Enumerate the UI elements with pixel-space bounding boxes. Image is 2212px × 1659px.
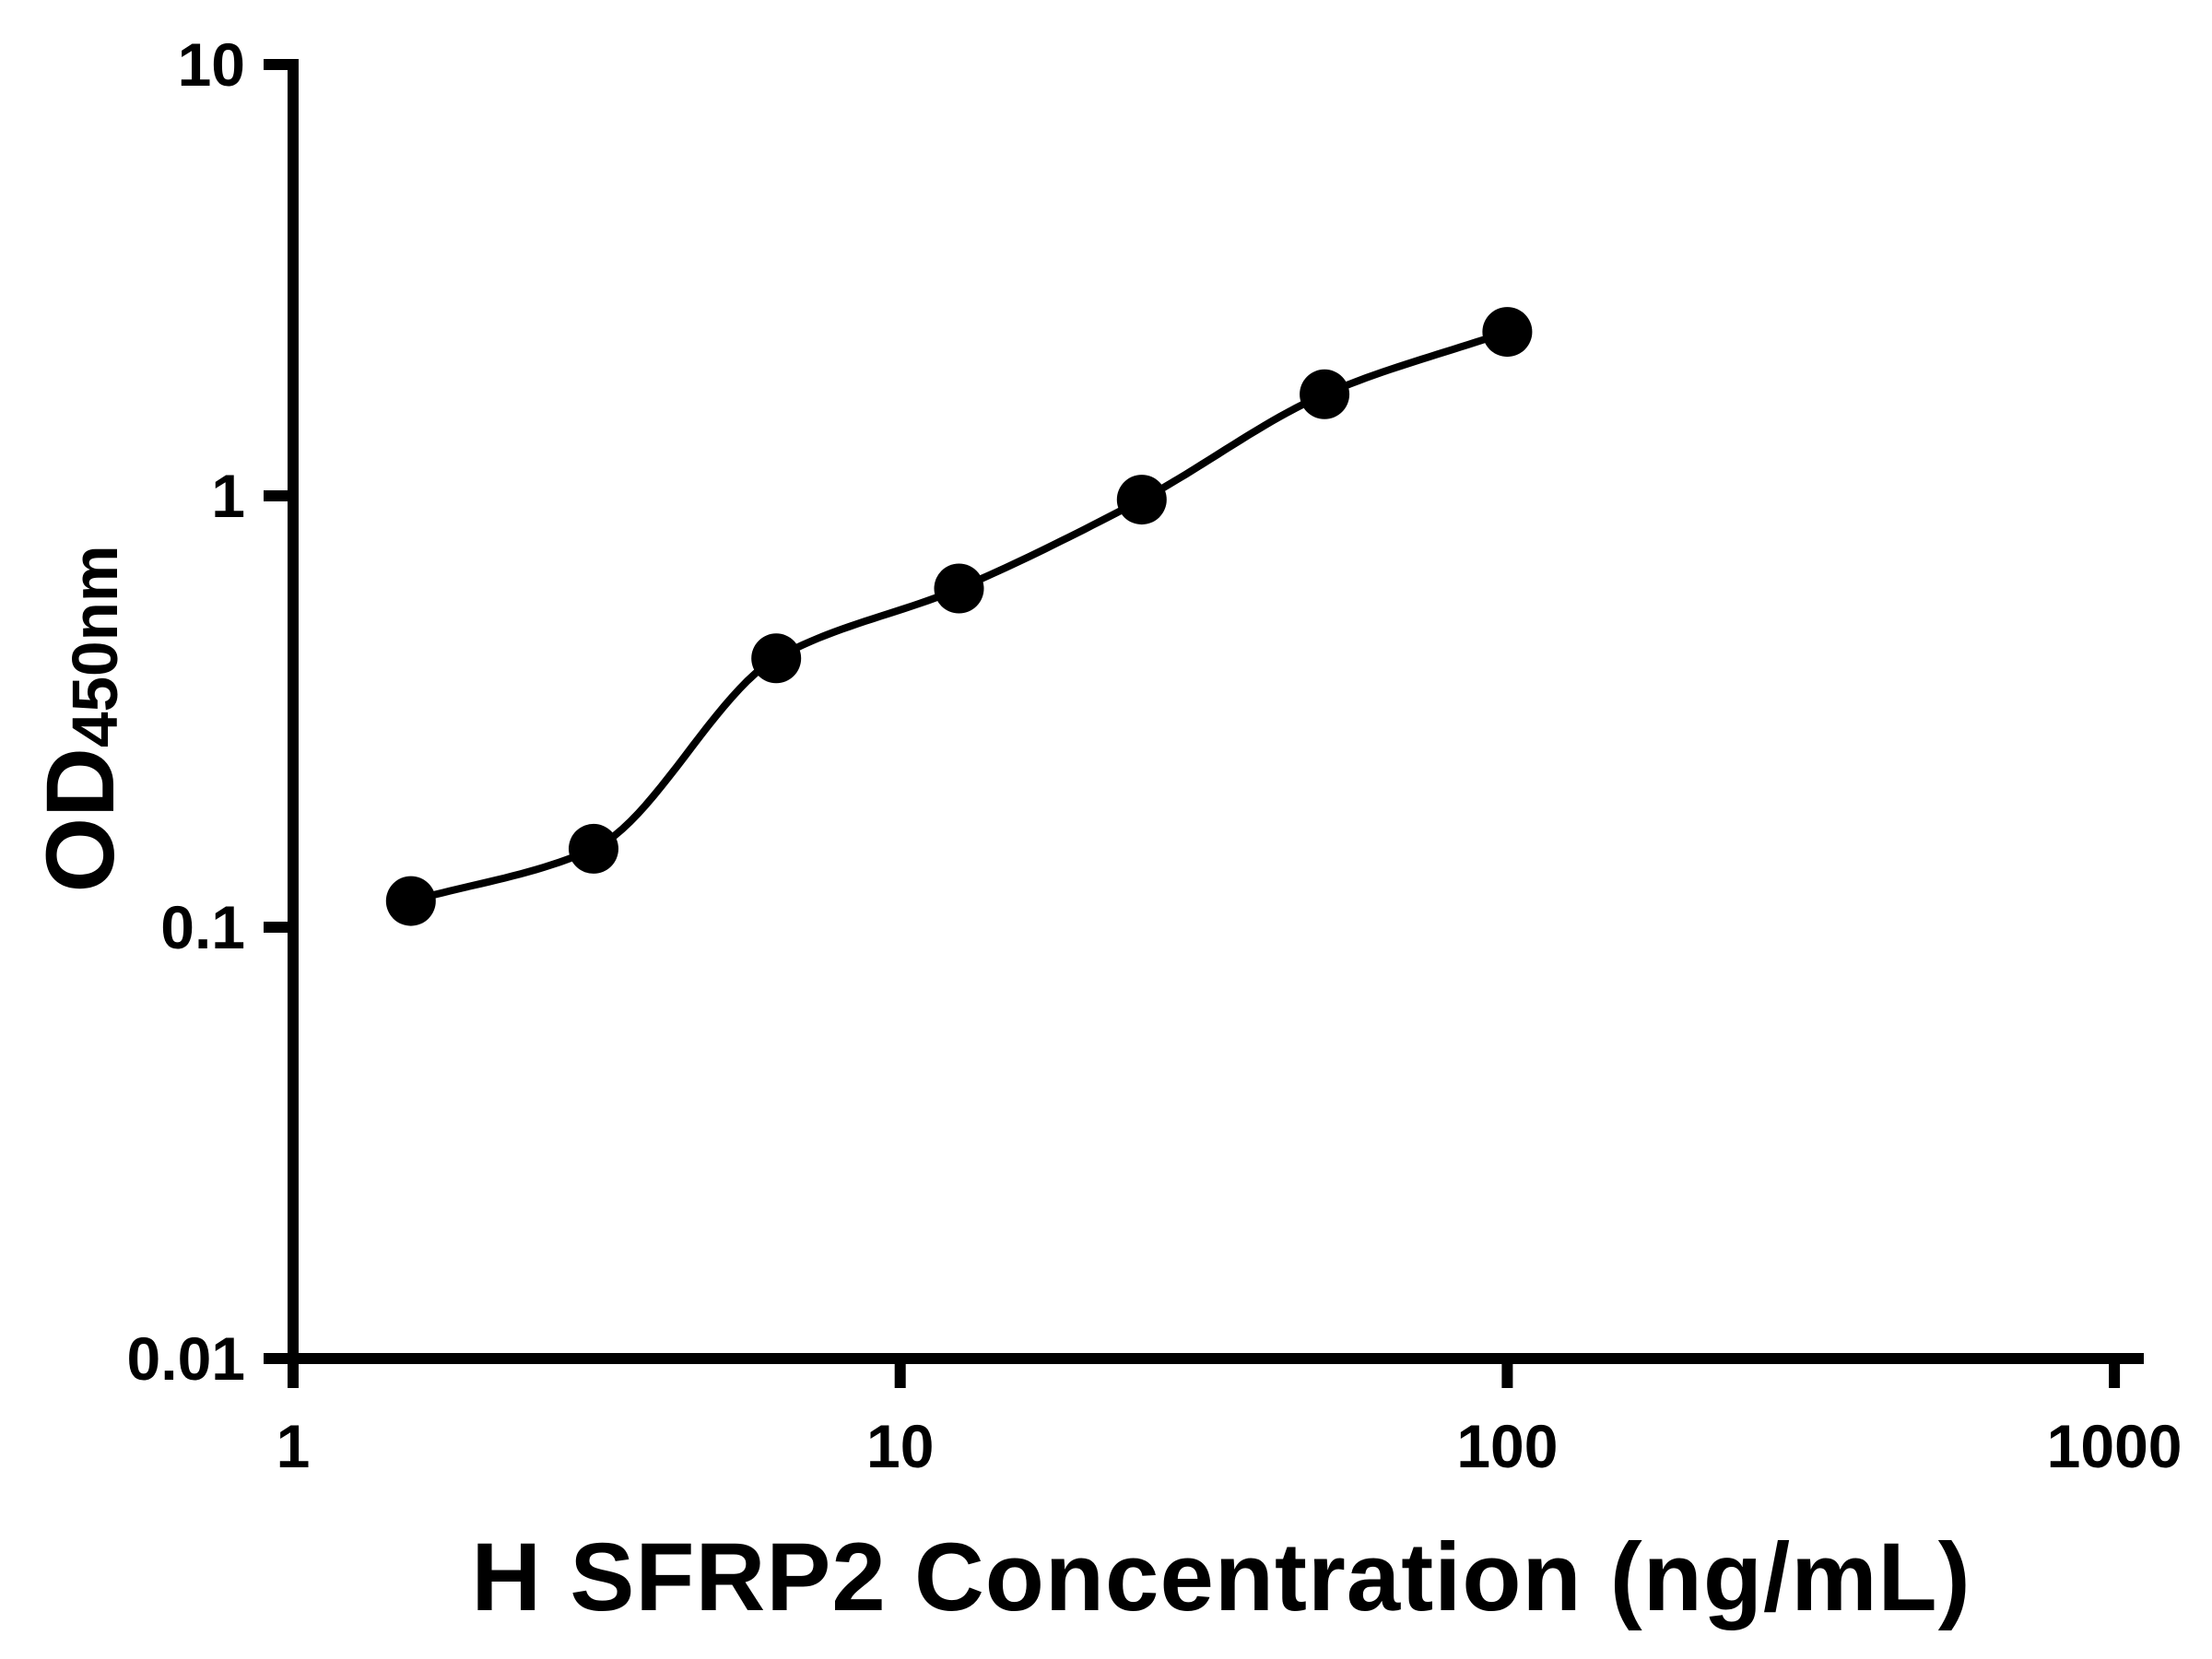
data-point bbox=[569, 823, 618, 874]
x-tick-label: 1 bbox=[276, 1412, 311, 1480]
x-tick-label: 100 bbox=[1456, 1412, 1558, 1480]
y-tick-label: 0.01 bbox=[127, 1324, 245, 1393]
y-tick-label: 1 bbox=[211, 462, 245, 530]
axis-spine bbox=[288, 59, 2144, 1364]
y-tick-label: 0.1 bbox=[160, 893, 245, 961]
x-axis-title: H SFRP2 Concentration (ng/mL) bbox=[471, 1524, 1971, 1631]
fit-curve bbox=[406, 328, 1512, 905]
y-axis-title: OD450nm bbox=[26, 545, 136, 892]
data-point bbox=[1300, 369, 1350, 419]
data-point bbox=[1482, 307, 1533, 358]
data-point bbox=[751, 633, 802, 684]
y-axis-title-subscript: 450nm bbox=[59, 545, 132, 748]
data-point bbox=[934, 563, 984, 614]
data-point bbox=[1116, 475, 1167, 525]
x-tick-label: 10 bbox=[866, 1412, 934, 1480]
y-axis-title-main: OD bbox=[27, 747, 135, 893]
data-point bbox=[385, 876, 436, 926]
y-tick-label: 10 bbox=[178, 30, 245, 99]
x-tick-label: 1000 bbox=[2047, 1412, 2183, 1480]
